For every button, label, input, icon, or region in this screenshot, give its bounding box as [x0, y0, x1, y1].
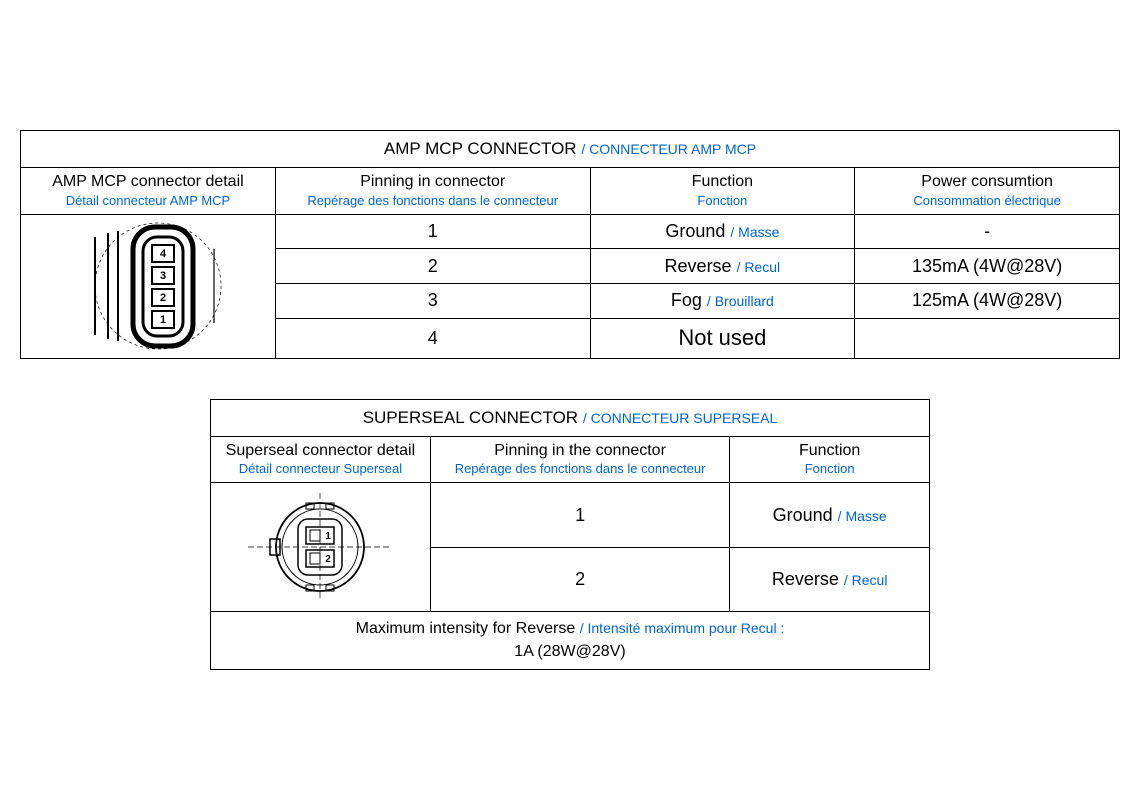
- svg-text:1: 1: [326, 531, 332, 542]
- amp-pin-4: 4: [275, 318, 590, 358]
- ss-col2: Function Fonction: [730, 436, 930, 483]
- ss-fn-2: Reverse / Recul: [730, 547, 930, 612]
- ss-fn-1: Ground / Masse: [730, 483, 930, 548]
- amp-diagram-cell: 4 3 2 1: [21, 214, 276, 358]
- ss-col0: Superseal connector detail Détail connec…: [211, 436, 431, 483]
- amp-title-en: AMP MCP CONNECTOR: [384, 139, 577, 158]
- amp-fn-2: Reverse / Recul: [590, 249, 855, 284]
- svg-text:1: 1: [160, 314, 166, 326]
- amp-pwr-2: 135mA (4W@28V): [855, 249, 1120, 284]
- amp-fn-1: Ground / Masse: [590, 214, 855, 249]
- amp-fn-4: Not used: [590, 318, 855, 358]
- ss-pin-2: 2: [430, 547, 729, 612]
- ss-pin-1: 1: [430, 483, 729, 548]
- ss-title-fr: CONNECTEUR SUPERSEAL: [591, 410, 778, 426]
- amp-col0: AMP MCP connector detail Détail connecte…: [21, 168, 276, 215]
- amp-mcp-table: AMP MCP CONNECTOR / CONNECTEUR AMP MCP A…: [20, 130, 1120, 359]
- amp-connector-icon: 4 3 2 1: [58, 219, 238, 354]
- amp-pwr-3: 125mA (4W@28V): [855, 284, 1120, 319]
- amp-pin-3: 3: [275, 284, 590, 319]
- amp-title: AMP MCP CONNECTOR / CONNECTEUR AMP MCP: [21, 131, 1120, 168]
- amp-title-fr: CONNECTEUR AMP MCP: [589, 141, 756, 157]
- superseal-table: SUPERSEAL CONNECTOR / CONNECTEUR SUPERSE…: [210, 399, 930, 670]
- amp-pin-2: 2: [275, 249, 590, 284]
- svg-text:2: 2: [326, 554, 332, 565]
- amp-pin-1: 1: [275, 214, 590, 249]
- amp-pwr-1: -: [855, 214, 1120, 249]
- amp-pwr-4: [855, 318, 1120, 358]
- amp-fn-3: Fog / Brouillard: [590, 284, 855, 319]
- amp-col3: Power consumtion Consommation électrique: [855, 168, 1120, 215]
- ss-diagram-cell: 1 2: [211, 483, 431, 612]
- superseal-connector-icon: 1 2: [240, 487, 400, 607]
- amp-col1: Pinning in connector Repérage des foncti…: [275, 168, 590, 215]
- ss-title-en: SUPERSEAL CONNECTOR: [363, 408, 578, 427]
- ss-footer: Maximum intensity for Reverse / Intensit…: [211, 612, 930, 670]
- svg-text:2: 2: [160, 292, 166, 304]
- amp-col2: Function Fonction: [590, 168, 855, 215]
- svg-text:3: 3: [160, 270, 166, 282]
- ss-title: SUPERSEAL CONNECTOR / CONNECTEUR SUPERSE…: [211, 399, 930, 436]
- svg-text:4: 4: [160, 248, 167, 260]
- ss-col1: Pinning in the connector Repérage des fo…: [430, 436, 729, 483]
